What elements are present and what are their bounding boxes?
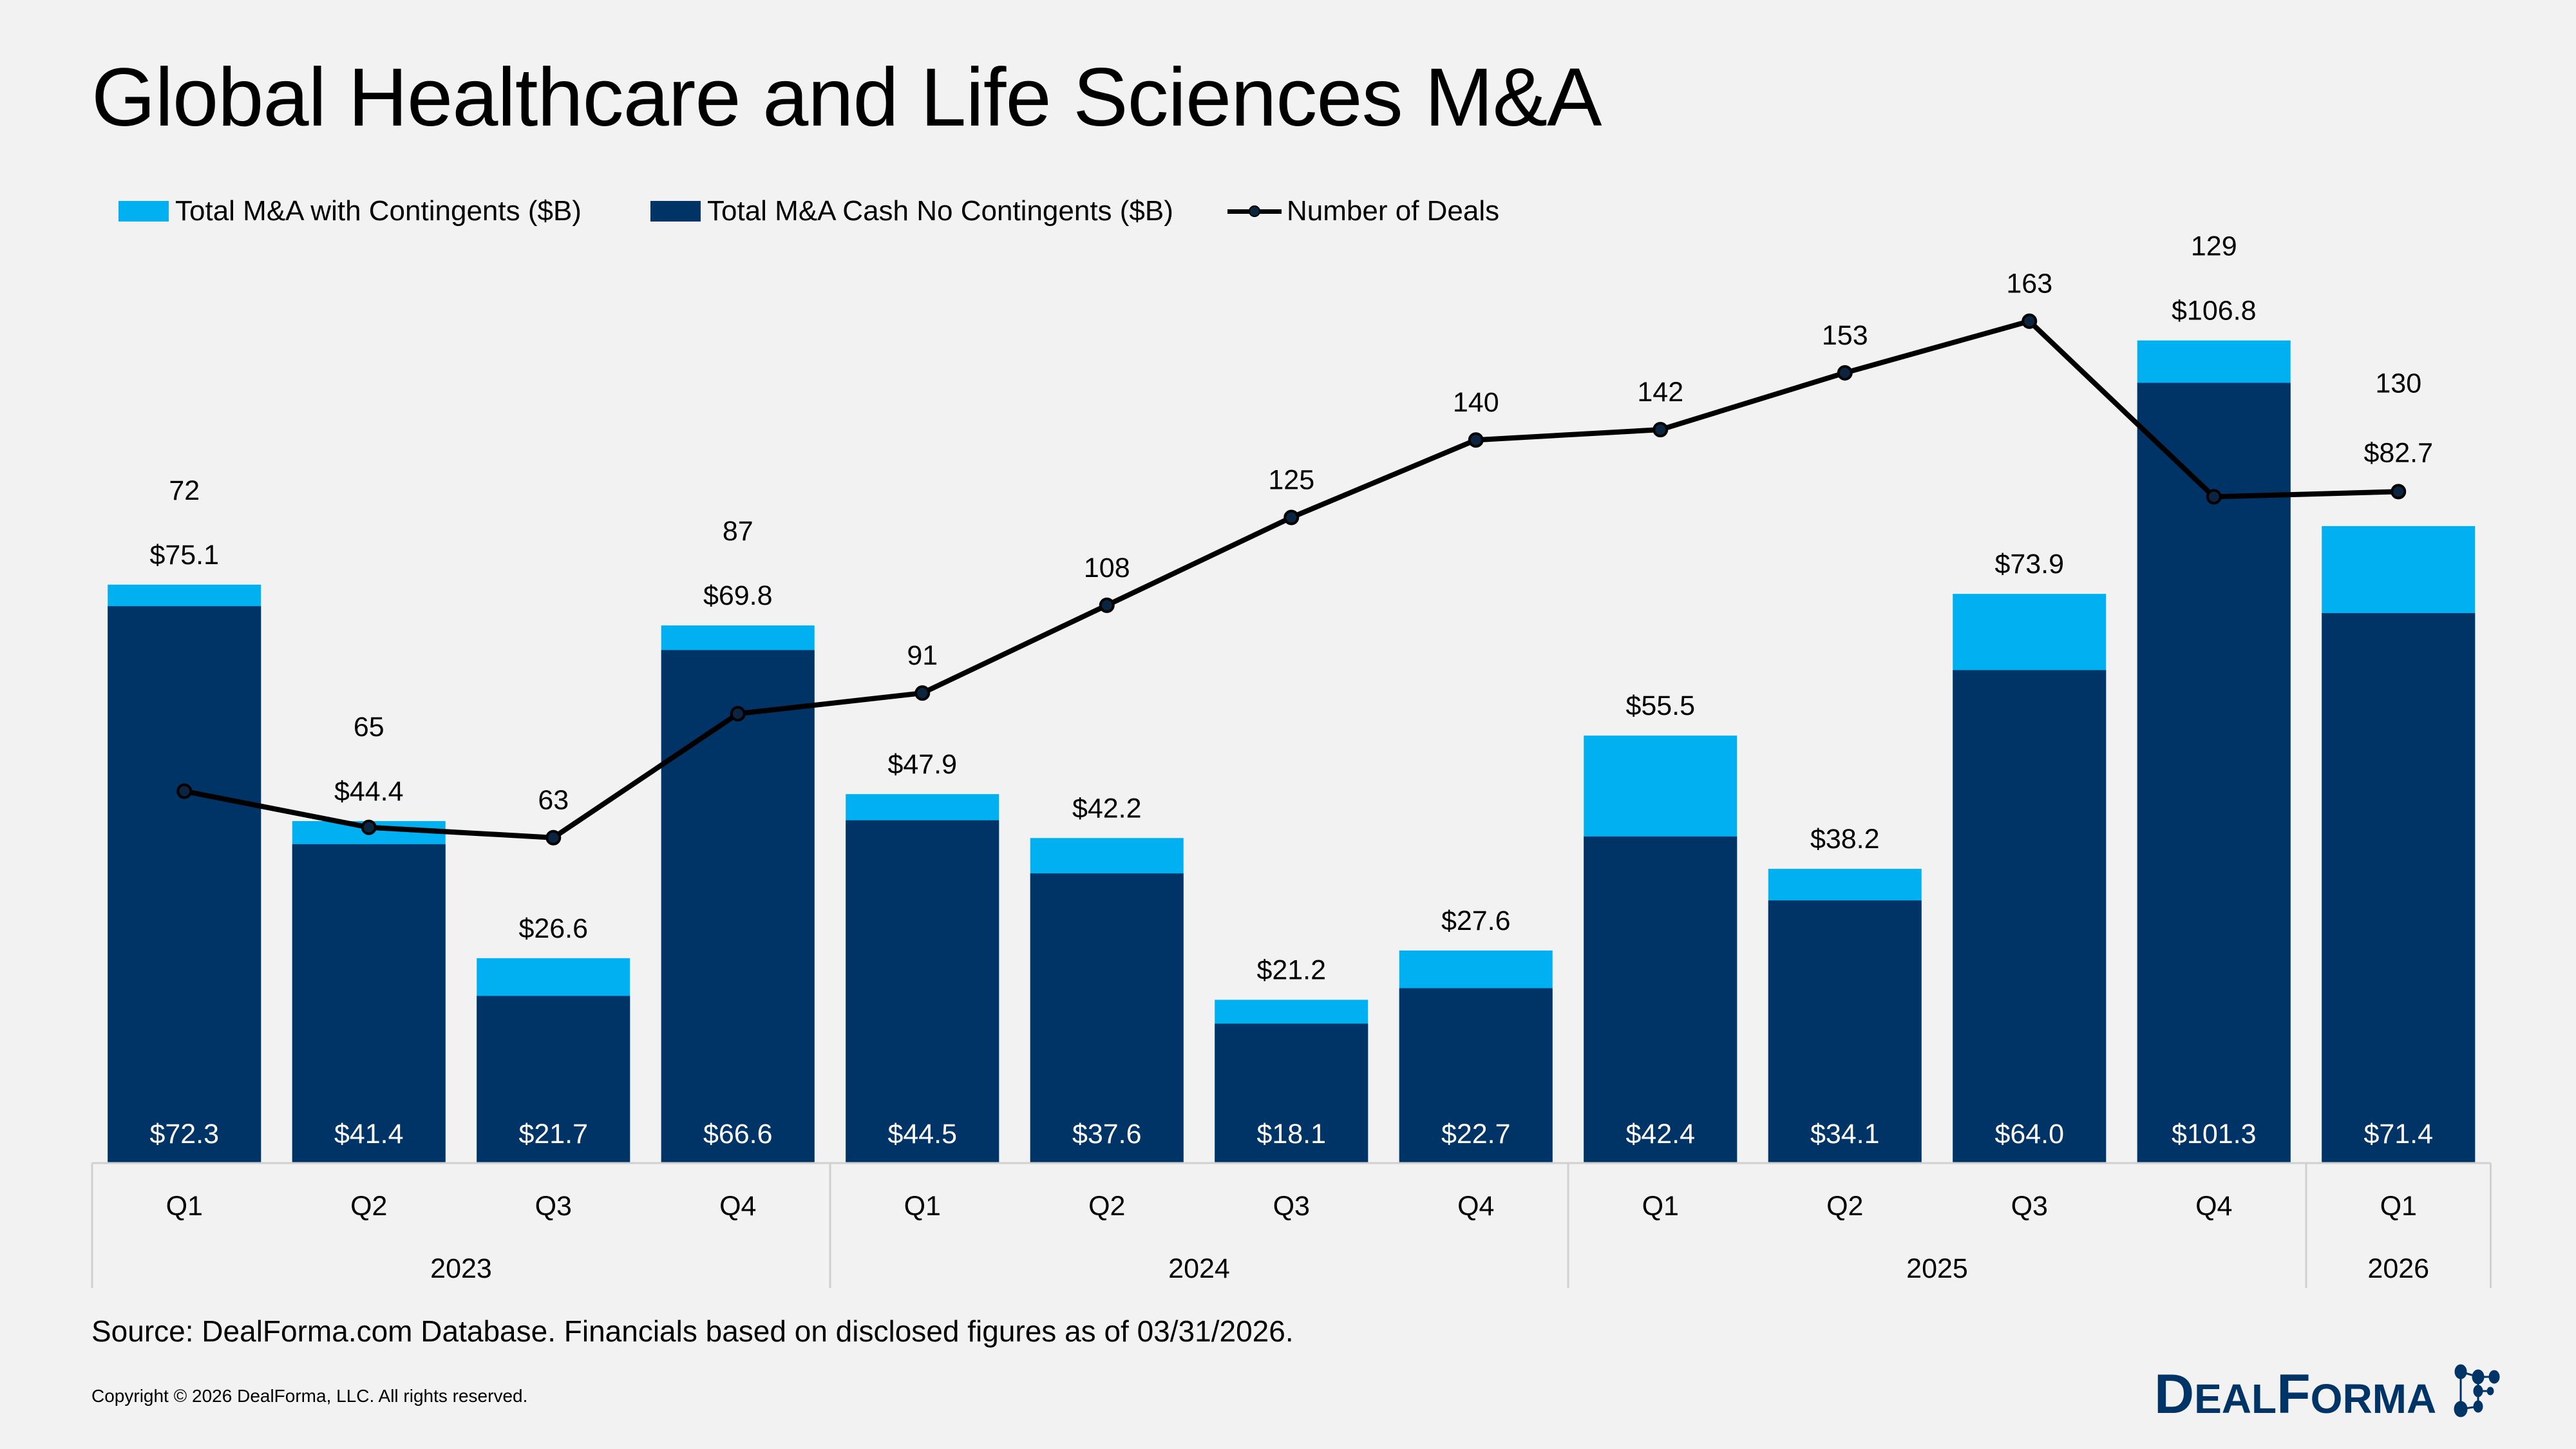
legend-label-deals: Number of Deals	[1287, 195, 1500, 227]
deals-point	[730, 706, 746, 722]
bar-label-contingents: $38.2	[1810, 824, 1880, 855]
bar-label-contingents: $42.2	[1072, 793, 1142, 824]
logo-network-icon	[2454, 1364, 2500, 1417]
deals-point	[2391, 484, 2407, 500]
deals-label: 153	[1822, 320, 1868, 351]
bar-label-cash: $44.5	[887, 1119, 957, 1150]
year-tick-label: 2026	[2367, 1253, 2429, 1284]
quarter-tick-label: Q1	[2380, 1191, 2417, 1222]
bar-label-contingents: $47.9	[887, 749, 957, 780]
deals-label: 163	[2006, 269, 2052, 299]
deals-point	[1653, 422, 1669, 438]
deals-label: 87	[723, 516, 753, 547]
bar-cash	[477, 996, 630, 1163]
bar-label-contingents: $26.6	[518, 913, 588, 944]
deals-point	[1837, 365, 1853, 381]
bar-label-contingents: $75.1	[149, 540, 219, 571]
deals-point	[914, 685, 931, 701]
deals-point	[545, 829, 562, 846]
legend-swatch-contingents	[118, 201, 169, 222]
quarter-tick-label: Q3	[1273, 1191, 1310, 1222]
year-tick-label: 2023	[430, 1253, 492, 1284]
quarter-tick-label: Q2	[1088, 1191, 1125, 1222]
legend-item-cash: Total M&A Cash No Contingents ($B)	[650, 193, 1173, 229]
deals-point	[1099, 597, 1115, 613]
year-tick-label: 2025	[1906, 1253, 1968, 1284]
quarter-tick-label: Q4	[2195, 1191, 2232, 1222]
source-note: Source: DealForma.com Database. Financia…	[91, 1314, 1294, 1348]
bar-label-contingents: $44.4	[334, 776, 404, 807]
bar-cash	[1768, 900, 1922, 1163]
deals-label: 142	[1637, 377, 1683, 408]
deals-point	[1283, 509, 1300, 526]
quarter-tick-label: Q3	[2011, 1191, 2048, 1222]
copyright-note: Copyright © 2026 DealForma, LLC. All rig…	[91, 1386, 528, 1406]
bar-label-cash: $21.7	[518, 1119, 588, 1150]
bar-cash	[292, 844, 446, 1163]
deals-point	[2206, 489, 2222, 505]
legend-line-marker-icon	[1227, 201, 1282, 222]
quarter-tick-label: Q1	[904, 1191, 941, 1222]
legend-item-contingents: Total M&A with Contingents ($B)	[118, 193, 582, 229]
bar-label-contingents: $106.8	[2172, 296, 2257, 327]
bar-cash	[1030, 873, 1184, 1163]
deals-label: 125	[1268, 465, 1314, 496]
deals-point	[176, 783, 193, 799]
bar-label-cash: $18.1	[1256, 1119, 1326, 1150]
chart-title: Global Healthcare and Life Sciences M&A	[91, 52, 1602, 144]
bar-label-contingents: $27.6	[1441, 905, 1511, 936]
bar-label-contingents: $82.7	[2363, 437, 2433, 468]
bar-label-cash: $41.4	[334, 1119, 404, 1150]
bar-label-cash: $71.4	[2363, 1119, 2433, 1150]
deals-point	[2022, 313, 2038, 329]
quarter-tick-label: Q4	[719, 1191, 756, 1222]
bar-label-cash: $101.3	[2172, 1119, 2257, 1150]
year-tick-label: 2024	[1168, 1253, 1230, 1284]
deals-label: 140	[1453, 387, 1499, 418]
legend-swatch-cash	[650, 201, 701, 222]
legend-item-deals: Number of Deals	[1227, 193, 1499, 229]
legend-label-contingents: Total M&A with Contingents ($B)	[175, 195, 582, 227]
quarter-tick-label: Q2	[350, 1191, 387, 1222]
quarter-tick-label: Q3	[535, 1191, 572, 1222]
bar-cash	[1215, 1023, 1368, 1163]
bar-label-cash: $64.0	[1994, 1119, 2064, 1150]
deals-label: 63	[538, 785, 569, 816]
legend: Total M&A with Contingents ($B) Total M&…	[0, 193, 1610, 229]
quarter-tick-label: Q2	[1826, 1191, 1863, 1222]
bar-label-cash: $66.6	[703, 1119, 773, 1150]
bar-label-contingents: $21.2	[1256, 954, 1326, 985]
deals-label: 91	[907, 640, 938, 671]
bar-label-contingents: $55.5	[1625, 690, 1695, 721]
legend-label-cash: Total M&A Cash No Contingents ($B)	[707, 195, 1173, 227]
quarter-tick-label: Q4	[1457, 1191, 1494, 1222]
bar-cash	[1953, 670, 2107, 1163]
bar-label-cash: $37.6	[1072, 1119, 1142, 1150]
bar-label-contingents: $73.9	[1994, 549, 2064, 580]
deals-point	[361, 819, 377, 835]
deals-point	[1468, 432, 1484, 448]
bar-label-cash: $34.1	[1810, 1119, 1880, 1150]
quarter-tick-label: Q1	[166, 1191, 203, 1222]
bar-cash	[108, 606, 261, 1163]
bar-cash	[661, 650, 815, 1163]
bar-label-cash: $72.3	[149, 1119, 219, 1150]
bar-cash	[1584, 836, 1738, 1163]
bar-cash	[2322, 613, 2476, 1163]
bar-cash	[2137, 383, 2291, 1163]
dealforma-logo: DEALFORMA	[2154, 1363, 2500, 1422]
bar-cash	[846, 820, 999, 1163]
logo-wordmark: DEALFORMA	[2154, 1363, 2436, 1422]
bar-label-cash: $22.7	[1441, 1119, 1511, 1150]
bar-label-contingents: $69.8	[703, 580, 773, 611]
quarter-tick-label: Q1	[1642, 1191, 1679, 1222]
deals-label: 130	[2375, 368, 2421, 399]
deals-label: 65	[354, 712, 384, 743]
deals-label: 129	[2191, 231, 2237, 262]
deals-label: 72	[169, 475, 200, 506]
deals-label: 108	[1084, 553, 1130, 583]
bar-cash	[1399, 988, 1553, 1163]
bar-label-cash: $42.4	[1625, 1119, 1695, 1150]
